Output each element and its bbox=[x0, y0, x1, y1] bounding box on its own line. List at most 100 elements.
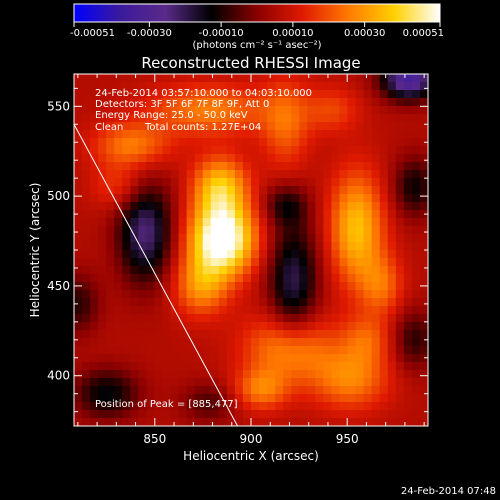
heatmap-cell bbox=[403, 394, 413, 403]
heatmap-cell bbox=[395, 242, 405, 251]
heatmap-cell bbox=[154, 418, 164, 426]
heatmap-cell bbox=[106, 138, 115, 147]
heatmap-cell bbox=[82, 210, 91, 219]
heatmap-cell bbox=[323, 210, 333, 219]
heatmap-cell bbox=[170, 186, 180, 195]
heatmap-cell bbox=[379, 386, 389, 395]
heatmap-cell bbox=[299, 354, 308, 363]
heatmap-cell bbox=[234, 226, 244, 235]
heatmap-cell bbox=[154, 74, 164, 83]
heatmap-cell bbox=[411, 338, 421, 347]
heatmap-cell bbox=[403, 298, 413, 307]
heatmap-cell bbox=[170, 194, 180, 203]
heatmap-cell bbox=[170, 82, 180, 91]
heatmap-cell bbox=[299, 82, 308, 91]
heatmap-cell bbox=[291, 154, 300, 163]
heatmap-cell bbox=[307, 170, 316, 179]
heatmap-cell bbox=[218, 202, 228, 211]
heatmap-cell bbox=[395, 162, 405, 171]
heatmap-cell bbox=[202, 218, 212, 227]
heatmap-cell bbox=[178, 210, 188, 219]
heatmap-cell bbox=[339, 386, 349, 395]
heatmap-cell bbox=[122, 122, 131, 131]
heatmap-cell bbox=[234, 250, 244, 259]
heatmap-cell bbox=[90, 306, 99, 315]
heatmap-cell bbox=[339, 402, 349, 411]
heatmap-cell bbox=[114, 74, 123, 83]
heatmap-cell bbox=[234, 162, 244, 171]
heatmap-cell bbox=[395, 74, 405, 83]
heatmap-cell bbox=[291, 234, 300, 243]
heatmap-cell bbox=[242, 306, 252, 315]
heatmap-cell bbox=[202, 298, 212, 307]
heatmap-cell bbox=[154, 330, 164, 339]
heatmap-cell bbox=[299, 178, 308, 187]
heatmap-cell bbox=[170, 386, 180, 395]
heatmap-cell bbox=[251, 194, 260, 203]
heatmap-cell bbox=[387, 154, 397, 163]
heatmap-cell bbox=[275, 322, 284, 331]
heatmap-cell bbox=[347, 346, 357, 355]
heatmap-cell bbox=[170, 346, 180, 355]
heatmap-cell bbox=[106, 162, 115, 171]
heatmap-cell bbox=[331, 178, 341, 187]
heatmap-cell bbox=[98, 274, 107, 283]
heatmap-cell bbox=[251, 154, 260, 163]
heatmap-cell bbox=[90, 346, 99, 355]
heatmap-cell bbox=[242, 330, 252, 339]
heatmap-cell bbox=[395, 226, 405, 235]
heatmap-cell bbox=[355, 394, 365, 403]
heatmap-cell bbox=[154, 378, 164, 387]
heatmap-cell bbox=[363, 162, 373, 171]
heatmap-cell bbox=[194, 138, 204, 147]
heatmap-cell bbox=[323, 394, 333, 403]
heatmap-cell bbox=[355, 386, 365, 395]
heatmap-cell bbox=[331, 202, 341, 211]
heatmap-cell bbox=[259, 218, 268, 227]
heatmap-cell bbox=[283, 394, 292, 403]
heatmap-cell bbox=[226, 362, 236, 371]
heatmap-cell bbox=[130, 202, 139, 211]
heatmap-cell bbox=[323, 138, 333, 147]
heatmap-cell bbox=[267, 418, 276, 426]
heatmap-cell bbox=[275, 90, 284, 99]
heatmap-cell bbox=[186, 282, 196, 291]
heatmap-cell bbox=[242, 370, 252, 379]
heatmap-cell bbox=[218, 114, 228, 123]
heatmap-cell bbox=[379, 322, 389, 331]
heatmap-cell bbox=[202, 378, 212, 387]
heatmap-cell bbox=[419, 114, 428, 123]
heatmap-cell bbox=[331, 410, 341, 419]
heatmap-cell bbox=[162, 314, 172, 323]
heatmap-cell bbox=[251, 362, 260, 371]
heatmap-cell bbox=[122, 226, 131, 235]
heatmap-cell bbox=[74, 298, 83, 307]
heatmap-cell bbox=[226, 242, 236, 251]
heatmap-cell bbox=[283, 370, 292, 379]
heatmap-cell bbox=[162, 402, 172, 411]
heatmap-cell bbox=[74, 138, 83, 147]
heatmap-cell bbox=[154, 394, 164, 403]
heatmap-cell bbox=[379, 306, 389, 315]
heatmap-cell bbox=[387, 418, 397, 426]
heatmap-cell bbox=[242, 346, 252, 355]
heatmap-cell bbox=[138, 114, 148, 123]
heatmap-cell bbox=[122, 410, 131, 419]
heatmap-cell bbox=[162, 258, 172, 267]
heatmap-cell bbox=[194, 282, 204, 291]
heatmap-cell bbox=[339, 418, 349, 426]
heatmap-cell bbox=[186, 378, 196, 387]
heatmap-cell bbox=[251, 314, 260, 323]
heatmap-cell bbox=[307, 290, 316, 299]
heatmap-cell bbox=[387, 186, 397, 195]
heatmap-cell bbox=[146, 258, 156, 267]
heatmap-cell bbox=[202, 418, 212, 426]
heatmap-cell bbox=[395, 378, 405, 387]
heatmap-cell bbox=[387, 346, 397, 355]
heatmap-cell bbox=[315, 362, 325, 371]
heatmap-cell bbox=[194, 306, 204, 315]
heatmap-cell bbox=[307, 338, 316, 347]
heatmap-cell bbox=[371, 402, 381, 411]
heatmap-cell bbox=[74, 322, 83, 331]
heatmap-cell bbox=[82, 386, 91, 395]
